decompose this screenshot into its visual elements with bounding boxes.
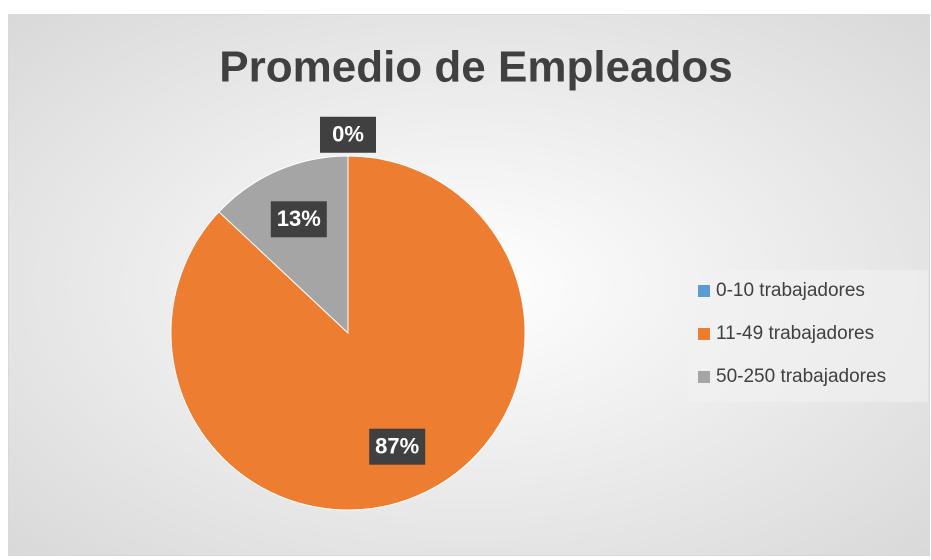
pie-slice <box>170 155 526 511</box>
legend-box <box>688 270 928 402</box>
legend-swatch <box>698 285 710 297</box>
legend-swatch <box>698 328 710 340</box>
legend-label: 11-49 trabajadores <box>716 323 874 344</box>
pie-slice <box>218 155 349 335</box>
legend-swatch <box>698 371 710 383</box>
data-label: 87% <box>375 434 419 459</box>
data-label: 13% <box>277 206 321 231</box>
legend-label: 50-250 trabajadores <box>716 366 886 387</box>
data-label-box <box>270 201 327 238</box>
legend-label: 0-10 trabajadores <box>716 280 865 301</box>
data-label-box <box>369 428 426 465</box>
data-label-box <box>320 116 376 153</box>
data-label: 0% <box>332 122 364 147</box>
chart-title: Promedio de Empleados <box>219 43 732 92</box>
